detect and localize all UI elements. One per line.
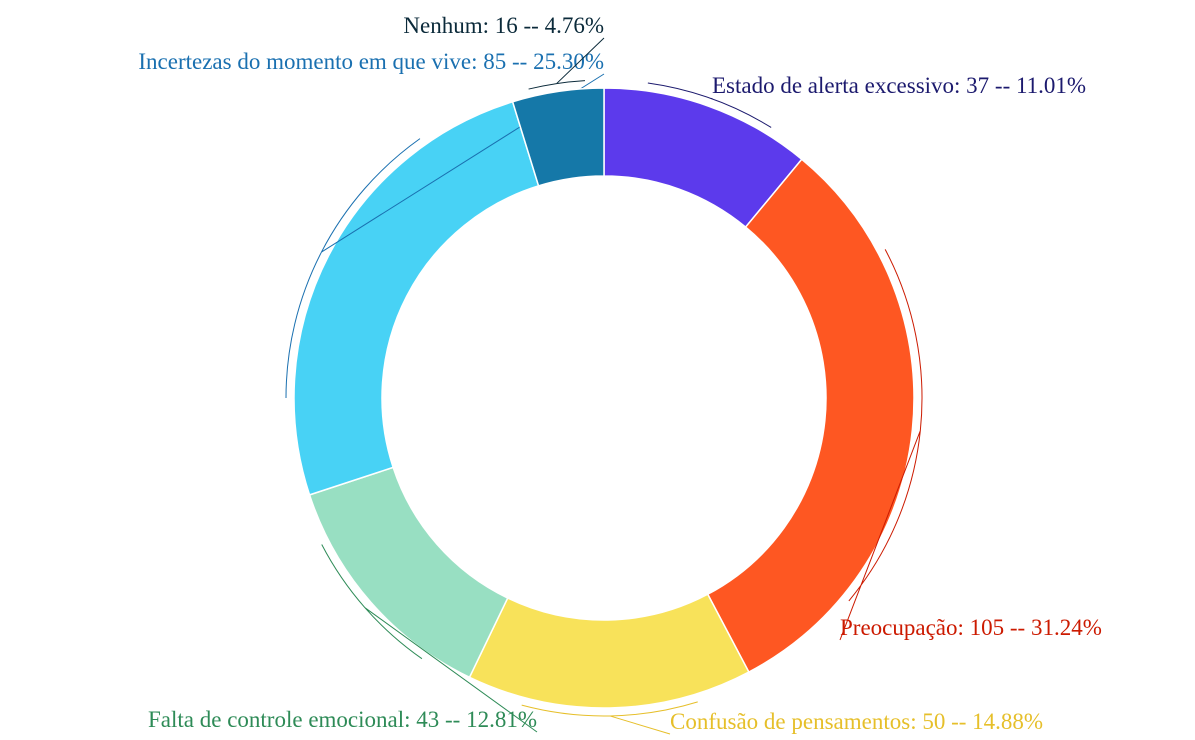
label-name: Falta de controle emocional <box>148 707 404 732</box>
data-label: Nenhum: 16 -- 4.76% <box>403 13 604 38</box>
label-name: Nenhum <box>403 13 482 38</box>
data-label: Incertezas do momento em que vive: 85 --… <box>138 49 604 74</box>
label-name: Incertezas do momento em que vive <box>138 49 471 74</box>
donut-segment <box>706 158 915 674</box>
leader-line <box>528 37 605 90</box>
label-name: Confusão de pensamentos <box>670 709 910 734</box>
label-name: Preocupação <box>840 615 958 640</box>
label-value: : 37 -- 11.01% <box>954 73 1086 98</box>
label-value: : 85 -- 25.30% <box>471 49 604 74</box>
leader-line <box>839 249 923 641</box>
donut-segment <box>308 466 509 679</box>
donut-segment <box>293 100 540 496</box>
label-value: : 16 -- 4.76% <box>483 13 604 38</box>
donut-segment <box>468 593 750 709</box>
donut-segment <box>511 87 605 187</box>
data-label: Estado de alerta excessivo: 37 -- 11.01% <box>712 73 1086 98</box>
label-value: : 50 -- 14.88% <box>910 709 1043 734</box>
leader-line <box>521 701 698 735</box>
data-label: Confusão de pensamentos: 50 -- 14.88% <box>670 709 1043 734</box>
leader-line <box>321 544 538 733</box>
label-value: : 105 -- 31.24% <box>958 615 1102 640</box>
data-label: Falta de controle emocional: 43 -- 12.81… <box>148 707 537 732</box>
label-name: Estado de alerta excessivo <box>712 73 954 98</box>
leader-line <box>647 82 772 128</box>
data-label: Preocupação: 105 -- 31.24% <box>840 615 1102 640</box>
label-value: : 43 -- 12.81% <box>404 707 537 732</box>
